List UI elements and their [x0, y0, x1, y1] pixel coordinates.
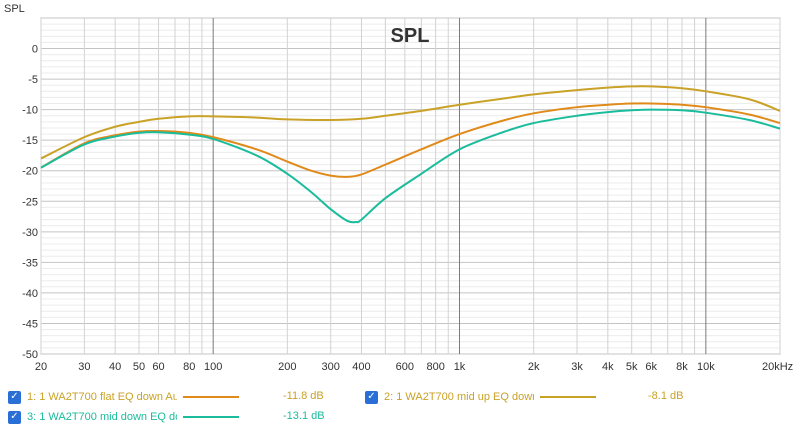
legend-label-1: 1: 1 WA2T700 flat EQ down Au: [27, 391, 177, 403]
x-tick-label: 30: [78, 361, 90, 373]
legend-value-3: -13.1 dB: [283, 410, 325, 422]
legend-swatch-2: [540, 396, 596, 398]
x-tick-label: 3k: [571, 361, 583, 373]
legend: ✓ 1: 1 WA2T700 flat EQ down Au -11.8 dB …: [0, 384, 800, 429]
x-tick-label: 50: [133, 361, 145, 373]
y-axis-title: SPL: [4, 3, 25, 15]
y-tick-label: -35: [22, 257, 38, 269]
legend-label-3: 3: 1 WA2T700 mid down EQ dc: [27, 411, 177, 423]
x-tick-label: 20kHz: [762, 361, 793, 373]
legend-label-2: 2: 1 WA2T700 mid up EQ dowr: [384, 391, 534, 403]
legend-checkbox-1[interactable]: ✓: [8, 390, 21, 404]
series-line-3: [40, 108, 781, 224]
y-tick-label: -20: [22, 166, 38, 178]
y-tick-label: -50: [22, 349, 38, 361]
chart-title: SPL: [391, 25, 430, 47]
tick-labels: 20 30 40 50 60 80 100 200 300 400 600 800 1k 2k 3k 4k 5k…: [22, 44, 793, 373]
spl-chart: 20 30 40 50 60 80 100 200 300 400 600 800 1k 2k 3k 4k 5k…: [4, 3, 793, 373]
legend-item-3[interactable]: ✓ 3: 1 WA2T700 mid down EQ dc: [8, 408, 239, 426]
y-tick-label: -5: [28, 74, 38, 86]
x-tick-label: 400: [352, 361, 370, 373]
x-tick-label: 10k: [697, 361, 715, 373]
legend-swatch-1: [183, 396, 239, 398]
x-tick-label: 20: [35, 361, 47, 373]
legend-value-2: -8.1 dB: [648, 390, 684, 402]
x-tick-label: 200: [278, 361, 296, 373]
x-tick-label: 800: [426, 361, 444, 373]
legend-swatch-3: [183, 416, 239, 418]
legend-checkbox-3[interactable]: ✓: [8, 410, 21, 424]
y-tick-label: -30: [22, 227, 38, 239]
x-tick-label: 5k: [626, 361, 638, 373]
x-tick-label: 2k: [528, 361, 540, 373]
series-line-2: [40, 85, 781, 160]
x-tick-label: 4k: [602, 361, 614, 373]
x-tick-label: 6k: [645, 361, 657, 373]
grid-lines: [40, 17, 781, 355]
x-tick-label: 1k: [454, 361, 466, 373]
x-tick-label: 40: [109, 361, 121, 373]
x-tick-label: 100: [204, 361, 222, 373]
y-tick-label: -25: [22, 196, 38, 208]
series-lines: [40, 85, 781, 224]
y-tick-label: -10: [22, 105, 38, 117]
x-tick-label: 60: [152, 361, 164, 373]
y-tick-label: -45: [22, 318, 38, 330]
series-line-1: [40, 102, 781, 178]
y-tick-label: -40: [22, 288, 38, 300]
legend-value-1: -11.8 dB: [283, 390, 324, 402]
y-tick-label: 0: [32, 44, 38, 56]
x-tick-label: 8k: [676, 361, 688, 373]
legend-item-1[interactable]: ✓ 1: 1 WA2T700 flat EQ down Au: [8, 388, 239, 406]
x-tick-label: 300: [322, 361, 340, 373]
plot-area: [40, 17, 781, 355]
x-tick-label: 600: [396, 361, 414, 373]
legend-item-2[interactable]: ✓ 2: 1 WA2T700 mid up EQ dowr: [365, 388, 596, 406]
x-tick-label: 80: [183, 361, 195, 373]
y-tick-label: -15: [22, 135, 38, 147]
legend-checkbox-2[interactable]: ✓: [365, 390, 378, 404]
